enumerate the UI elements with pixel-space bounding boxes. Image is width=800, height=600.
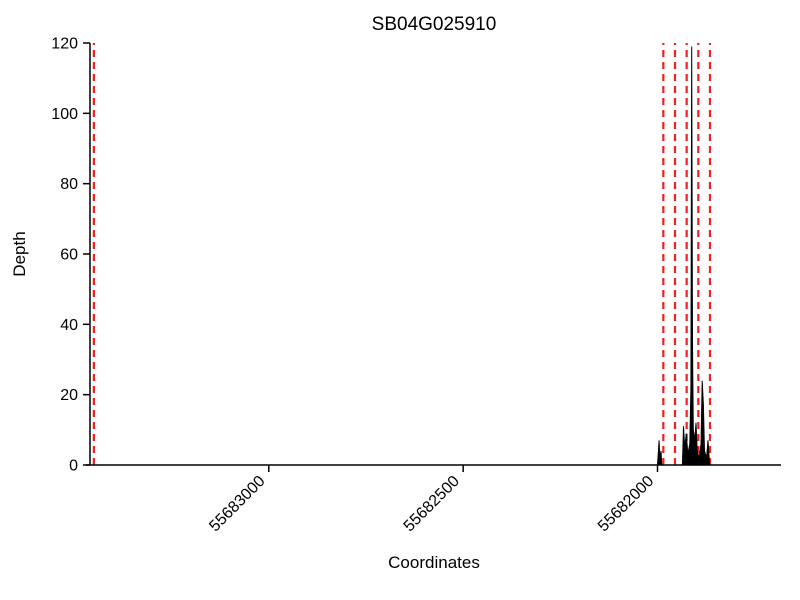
plot-area: 55683000 55682500 55682000 0 20 40 60 80 100 120 <box>51 36 781 535</box>
x-tick-label: 55682500 <box>401 473 463 535</box>
y-tick-label: 60 <box>60 247 78 264</box>
y-tick-label: 100 <box>51 106 78 123</box>
x-tick-label: 55683000 <box>206 473 268 535</box>
x-tick-label: 55682000 <box>595 473 657 535</box>
y-tick-label: 120 <box>51 36 78 53</box>
y-axis-label: Depth <box>10 231 29 276</box>
depth-profile <box>656 46 711 466</box>
y-tick-label: 0 <box>69 458 78 475</box>
y-tick-label: 80 <box>60 176 78 193</box>
chart-title: SB04G025910 <box>372 14 497 35</box>
x-axis-label: Coordinates <box>388 553 480 572</box>
y-tick-label: 20 <box>60 387 78 404</box>
y-tick-label: 40 <box>60 317 78 334</box>
